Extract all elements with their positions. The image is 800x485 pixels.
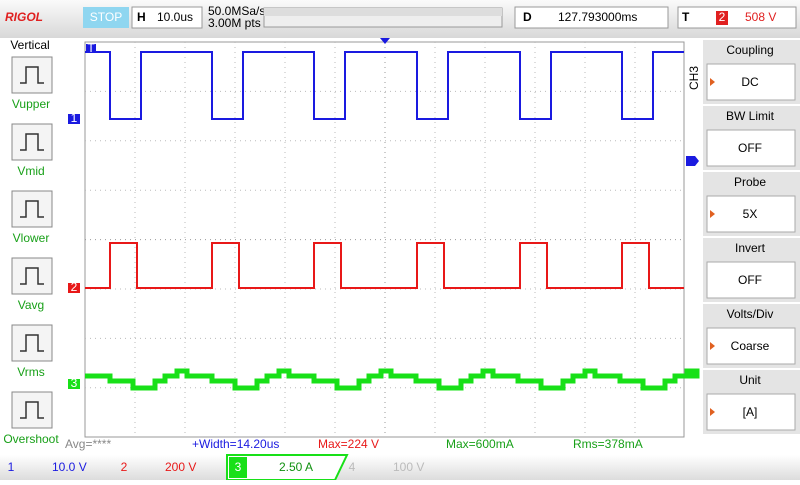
measurement: Avg=**** (65, 437, 111, 451)
channel-bar (0, 455, 800, 480)
ch1-waveform (85, 51, 684, 120)
delay: 127.793000ms (558, 10, 637, 24)
waveforms: 1 2 3 (68, 51, 700, 391)
menu-item-box[interactable] (706, 327, 796, 365)
trigger-source: 2 (719, 10, 726, 24)
channel-scale: 2.50 A (279, 460, 313, 474)
measure-icon (20, 401, 44, 419)
menu-item-label: Unit (739, 373, 761, 387)
menu-item-value: [A] (743, 405, 758, 419)
timebase-box[interactable] (131, 6, 203, 29)
menu-item-box[interactable] (706, 195, 796, 233)
trigger-level-marker (686, 156, 699, 166)
measurement: Rms=378mA (573, 437, 643, 451)
menu-item-box[interactable] (706, 393, 796, 431)
grid (85, 42, 684, 437)
measure-label: Overshoot (3, 432, 59, 446)
channel-scale: 10.0 V (52, 460, 87, 474)
sample-rate: 50.0MSa/s (208, 4, 265, 18)
measure-label: Vrms (17, 365, 45, 379)
measure-label: Vlower (13, 231, 50, 245)
channel-scale: 100 V (393, 460, 424, 474)
channel-marker (68, 379, 80, 389)
menu-item-label: Volts/Div (727, 307, 774, 321)
menu-item-box[interactable] (706, 129, 796, 167)
measure-icon (20, 200, 44, 218)
run-status-text: STOP (90, 10, 122, 24)
menu-arrow (710, 210, 715, 218)
measurement: Max=600mA (446, 437, 514, 451)
measure-label: Vavg (18, 298, 44, 312)
channel-marker-label: 3 (71, 376, 78, 390)
menu-arrow (710, 342, 715, 350)
measure-icon (20, 267, 44, 285)
left-menu-title: Vertical (10, 38, 49, 52)
channel-marker (68, 114, 80, 124)
delay-box[interactable] (514, 6, 669, 29)
ch3-waveform (85, 368, 700, 391)
menu-item-value: 5X (743, 207, 758, 221)
measure-icon (20, 334, 44, 352)
memory-bar-top (264, 8, 502, 16)
time-offset-marker (380, 38, 390, 44)
trigger-source-badge (716, 11, 728, 25)
trigger-position-label: T (87, 41, 95, 55)
measure-button[interactable] (11, 190, 53, 228)
menu-item-value: OFF (738, 273, 762, 287)
menu-item-value: OFF (738, 141, 762, 155)
measurement: +Width=14.20us (192, 437, 279, 451)
measurement: Max=224 V (318, 437, 379, 451)
ch2-waveform (85, 242, 684, 289)
measure-icon (20, 66, 44, 84)
delay-label: D (523, 10, 532, 24)
channel-marker-label: 2 (71, 280, 78, 294)
menu-arrow (710, 408, 715, 416)
measure-button[interactable] (11, 324, 53, 362)
measure-button[interactable] (11, 391, 53, 429)
menu-item-box[interactable] (706, 63, 796, 101)
channel-number[interactable]: 2 (121, 460, 128, 474)
memory-depth: 3.00M pts (208, 16, 261, 30)
menu-item-label: Coupling (726, 43, 773, 57)
menu-item-value: DC (741, 75, 759, 89)
right-menu-channel: CH3 (687, 66, 701, 90)
menu-item-label: Probe (734, 175, 766, 189)
channel-number[interactable]: 3 (235, 460, 242, 474)
measure-icon (20, 133, 44, 151)
channel-number[interactable]: 1 (8, 460, 15, 474)
measure-label: Vupper (12, 97, 50, 111)
brand: RIGOL (5, 10, 43, 24)
channel-number[interactable]: 4 (349, 460, 356, 474)
menu-item-label: Invert (735, 241, 766, 255)
measure-label: Vmid (17, 164, 44, 178)
measure-button[interactable] (11, 257, 53, 295)
channel-number-bg (229, 457, 247, 478)
channel-marker (68, 283, 80, 293)
trigger-box[interactable] (677, 6, 797, 29)
run-status[interactable] (83, 7, 129, 28)
menu-item-label: BW Limit (726, 109, 775, 123)
timebase-label: H (137, 10, 146, 24)
trigger-label: T (682, 10, 690, 24)
menu-item-box[interactable] (706, 261, 796, 299)
measure-button[interactable] (11, 123, 53, 161)
trigger-position-marker (86, 44, 96, 53)
menu-item-value: Coarse (731, 339, 770, 353)
channel-scale: 200 V (165, 460, 196, 474)
channel-marker-label: 1 (71, 111, 78, 125)
measure-button[interactable] (11, 56, 53, 94)
timebase: 10.0us (157, 10, 193, 24)
menu-arrow (710, 78, 715, 86)
trigger-level: 508 V (745, 10, 776, 24)
